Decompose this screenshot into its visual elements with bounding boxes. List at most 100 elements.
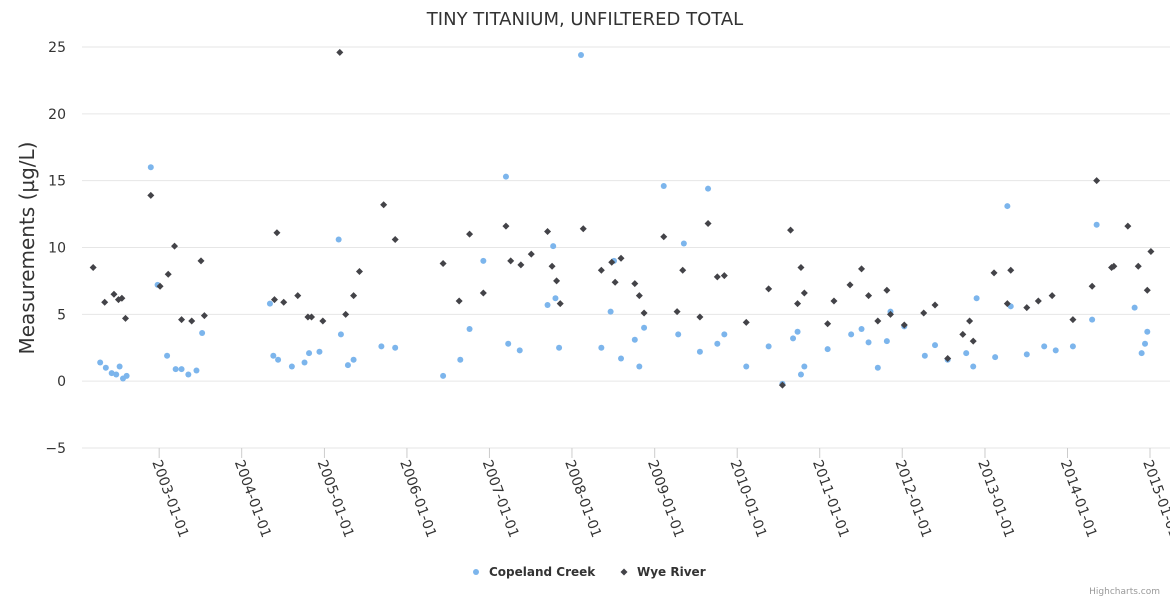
data-point[interactable] (556, 300, 564, 308)
data-point[interactable] (959, 330, 967, 338)
data-point[interactable] (147, 164, 154, 171)
data-point[interactable] (921, 352, 928, 359)
data-point[interactable] (1048, 292, 1056, 300)
data-point[interactable] (611, 278, 619, 286)
data-point[interactable] (270, 352, 277, 359)
data-point[interactable] (787, 226, 795, 234)
data-point[interactable] (848, 331, 855, 338)
data-point[interactable] (102, 364, 109, 371)
data-point[interactable] (931, 301, 939, 309)
data-point[interactable] (1147, 248, 1155, 256)
data-point[interactable] (172, 366, 179, 373)
data-point[interactable] (714, 340, 721, 347)
data-point[interactable] (306, 350, 313, 357)
data-point[interactable] (963, 350, 970, 357)
data-point[interactable] (824, 320, 832, 328)
data-point[interactable] (350, 356, 357, 363)
data-point[interactable] (113, 371, 120, 378)
data-point[interactable] (1052, 347, 1059, 354)
data-point[interactable] (171, 242, 179, 250)
data-point[interactable] (1089, 316, 1096, 323)
data-point[interactable] (705, 185, 712, 192)
data-point[interactable] (335, 236, 342, 243)
data-point[interactable] (544, 227, 552, 235)
data-point[interactable] (883, 286, 891, 294)
data-point[interactable] (1004, 203, 1011, 210)
data-point[interactable] (391, 235, 399, 243)
data-point[interactable] (380, 201, 388, 209)
data-point[interactable] (457, 356, 464, 363)
data-point[interactable] (858, 265, 866, 273)
legend-item-copeland-creek[interactable]: Copeland Creek (473, 565, 596, 579)
data-point[interactable] (505, 340, 512, 347)
data-point[interactable] (696, 313, 704, 321)
data-point[interactable] (1023, 351, 1030, 358)
data-point[interactable] (178, 366, 185, 373)
data-point[interactable] (969, 337, 977, 345)
data-point[interactable] (1143, 286, 1151, 294)
data-point[interactable] (617, 254, 625, 262)
data-point[interactable] (110, 290, 118, 298)
data-point[interactable] (301, 359, 308, 366)
data-point[interactable] (480, 257, 487, 264)
data-point[interactable] (1124, 222, 1132, 230)
data-point[interactable] (188, 317, 196, 325)
data-point[interactable] (355, 268, 363, 276)
data-point[interactable] (1069, 316, 1077, 324)
data-point[interactable] (944, 354, 952, 362)
data-point[interactable] (1003, 300, 1011, 308)
data-point[interactable] (1007, 266, 1015, 274)
data-point[interactable] (116, 363, 123, 370)
data-point[interactable] (308, 313, 316, 321)
data-point[interactable] (455, 297, 463, 305)
data-point[interactable] (973, 295, 980, 302)
data-point[interactable] (392, 344, 399, 351)
data-point[interactable] (553, 277, 561, 285)
data-point[interactable] (794, 328, 801, 335)
data-point[interactable] (1144, 328, 1151, 335)
data-point[interactable] (527, 250, 535, 258)
data-point[interactable] (440, 372, 447, 379)
data-point[interactable] (636, 363, 643, 370)
data-point[interactable] (800, 289, 808, 297)
data-point[interactable] (200, 312, 208, 320)
data-point[interactable] (118, 294, 126, 302)
data-point[interactable] (556, 344, 563, 351)
data-point[interactable] (1023, 304, 1031, 312)
data-point[interactable] (608, 258, 616, 266)
data-point[interactable] (704, 219, 712, 227)
data-point[interactable] (1138, 350, 1145, 357)
data-point[interactable] (920, 309, 928, 317)
data-point[interactable] (336, 48, 344, 56)
data-point[interactable] (548, 262, 556, 270)
data-point[interactable] (316, 348, 323, 355)
data-point[interactable] (874, 317, 882, 325)
data-point[interactable] (121, 314, 129, 322)
data-point[interactable] (970, 363, 977, 370)
data-point[interactable] (337, 331, 344, 338)
data-point[interactable] (765, 343, 772, 350)
data-point[interactable] (164, 270, 172, 278)
credits-link[interactable]: Highcharts.com (1089, 587, 1160, 597)
data-point[interactable] (1134, 262, 1142, 270)
data-point[interactable] (1069, 343, 1076, 350)
data-point[interactable] (874, 364, 881, 371)
data-point[interactable] (502, 173, 509, 180)
data-point[interactable] (966, 317, 974, 325)
data-point[interactable] (992, 354, 999, 361)
data-point[interactable] (275, 356, 282, 363)
data-point[interactable] (479, 289, 487, 297)
data-point[interactable] (1093, 221, 1100, 228)
data-point[interactable] (797, 371, 804, 378)
data-point[interactable] (550, 243, 557, 250)
data-point[interactable] (801, 363, 808, 370)
data-point[interactable] (319, 317, 327, 325)
data-point[interactable] (273, 229, 281, 237)
data-point[interactable] (185, 371, 192, 378)
data-point[interactable] (101, 298, 109, 306)
data-point[interactable] (641, 324, 648, 331)
data-point[interactable] (680, 240, 687, 247)
data-point[interactable] (280, 298, 288, 306)
data-point[interactable] (883, 338, 890, 345)
data-point[interactable] (830, 297, 838, 305)
